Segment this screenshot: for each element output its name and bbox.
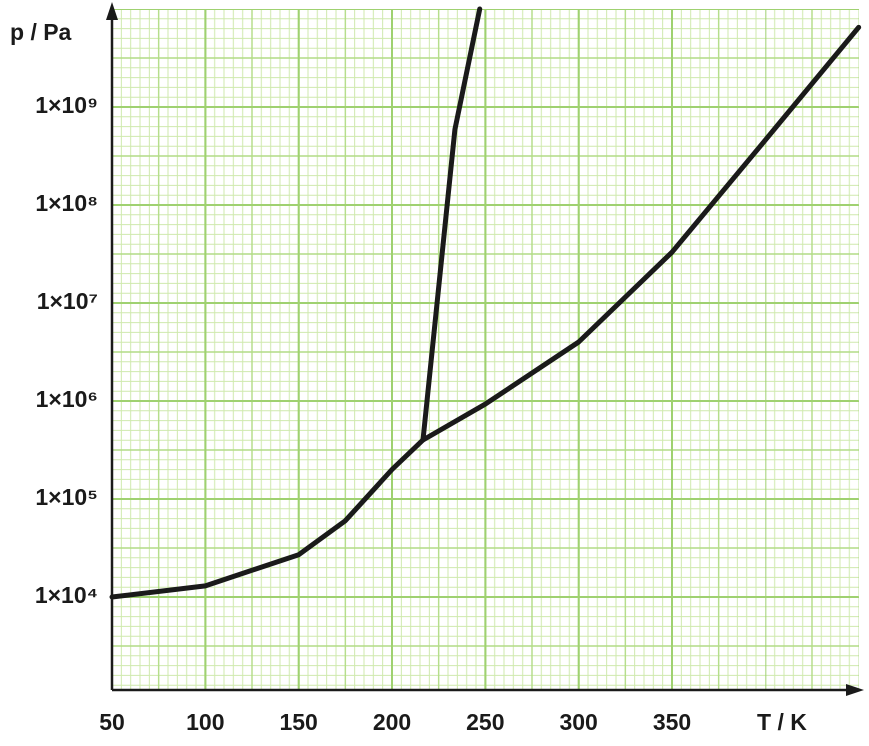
y-tick-label: 1×10⁴ bbox=[35, 582, 98, 608]
x-tick-label: 200 bbox=[373, 709, 411, 735]
x-tick-label: 150 bbox=[279, 709, 317, 735]
line bbox=[420, 6, 483, 443]
axes bbox=[110, 14, 852, 692]
y-tick-label: 1×10⁵ bbox=[35, 484, 98, 510]
x-tick-label: 50 bbox=[99, 709, 125, 735]
x-tick-label: 250 bbox=[466, 709, 504, 735]
x-tick-label: 100 bbox=[186, 709, 224, 735]
y-tick-label: 1×10⁹ bbox=[35, 92, 98, 118]
x-axis-label: T / K bbox=[757, 709, 807, 735]
y-tick-label: 1×10⁷ bbox=[37, 288, 98, 314]
x-tick-label: 350 bbox=[653, 709, 691, 735]
y-tick-label: 1×10⁸ bbox=[35, 190, 98, 216]
y-tick-label: 1×10⁶ bbox=[36, 386, 98, 412]
y-arrow bbox=[106, 2, 118, 20]
x-arrow bbox=[846, 684, 864, 696]
x-tick-label: 300 bbox=[559, 709, 597, 735]
y-axis-label: p / Pa bbox=[10, 19, 72, 45]
